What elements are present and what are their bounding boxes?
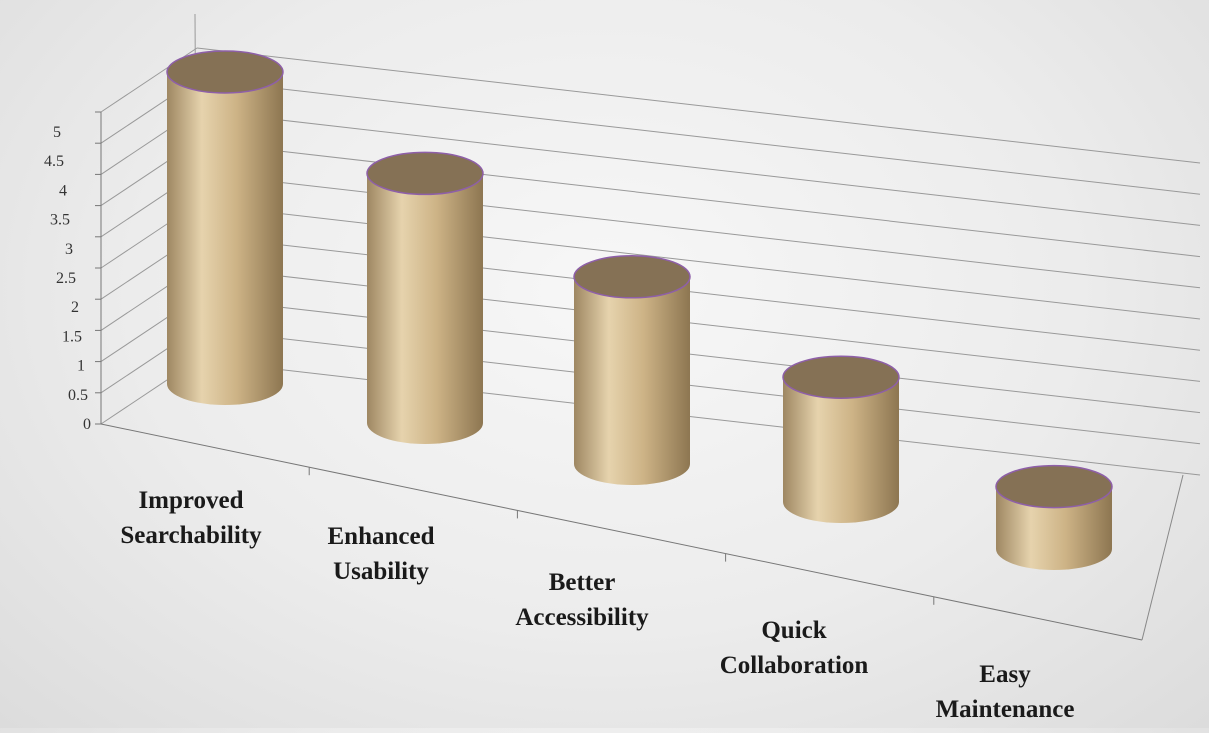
bar-cylinder	[995, 464, 1113, 570]
bar-top	[166, 50, 284, 94]
bar-top	[782, 355, 900, 399]
bar-body	[574, 276, 690, 485]
back-gridline	[196, 265, 1201, 382]
back-gridline	[196, 172, 1201, 289]
back-gridline	[196, 297, 1201, 414]
bar-body	[167, 72, 283, 405]
y-tick-label: 3	[65, 241, 73, 258]
y-tick-label: 2	[71, 299, 79, 316]
y-tick-label: 2.5	[56, 270, 76, 287]
back-gridline	[196, 328, 1201, 445]
x-axis-line	[100, 423, 1143, 641]
x-category-label: Enhanced Usability	[328, 523, 435, 585]
x-category-label: Quick Collaboration	[720, 617, 869, 679]
floor-right-edge	[1141, 474, 1184, 641]
x-category-label: Better Accessibility	[515, 569, 649, 631]
y-tick-label: 0	[83, 416, 91, 433]
y-tick-label: 4.5	[44, 153, 64, 170]
bar-body	[783, 377, 899, 523]
bar-cylinder	[573, 255, 691, 485]
back-gridline	[196, 141, 1201, 258]
x-category-label: Improved Searchability	[120, 487, 262, 549]
bar-cylinder	[166, 50, 284, 405]
bar-top	[995, 464, 1113, 509]
y-tick-label: 0.5	[68, 387, 88, 404]
y-tick-label: 3.5	[50, 212, 70, 229]
y-tick-label: 4	[59, 182, 67, 199]
bar-cylinder	[366, 151, 484, 444]
bar-top	[573, 255, 691, 299]
back-gridline	[196, 203, 1201, 320]
bar-top	[366, 151, 484, 196]
back-gridline	[196, 109, 1201, 226]
back-gridline	[196, 359, 1201, 476]
bar-body	[996, 486, 1112, 570]
y-tick-label: 1.5	[62, 328, 82, 345]
y-tick-label: 1	[77, 358, 85, 375]
y-tick-label: 5	[53, 124, 61, 141]
back-gridline	[196, 47, 1201, 164]
bar-cylinder	[782, 355, 900, 523]
bar-body	[367, 173, 483, 444]
x-category-label: Easy Maintenance	[936, 661, 1075, 723]
back-gridline	[196, 78, 1201, 195]
back-gridline	[196, 234, 1201, 351]
